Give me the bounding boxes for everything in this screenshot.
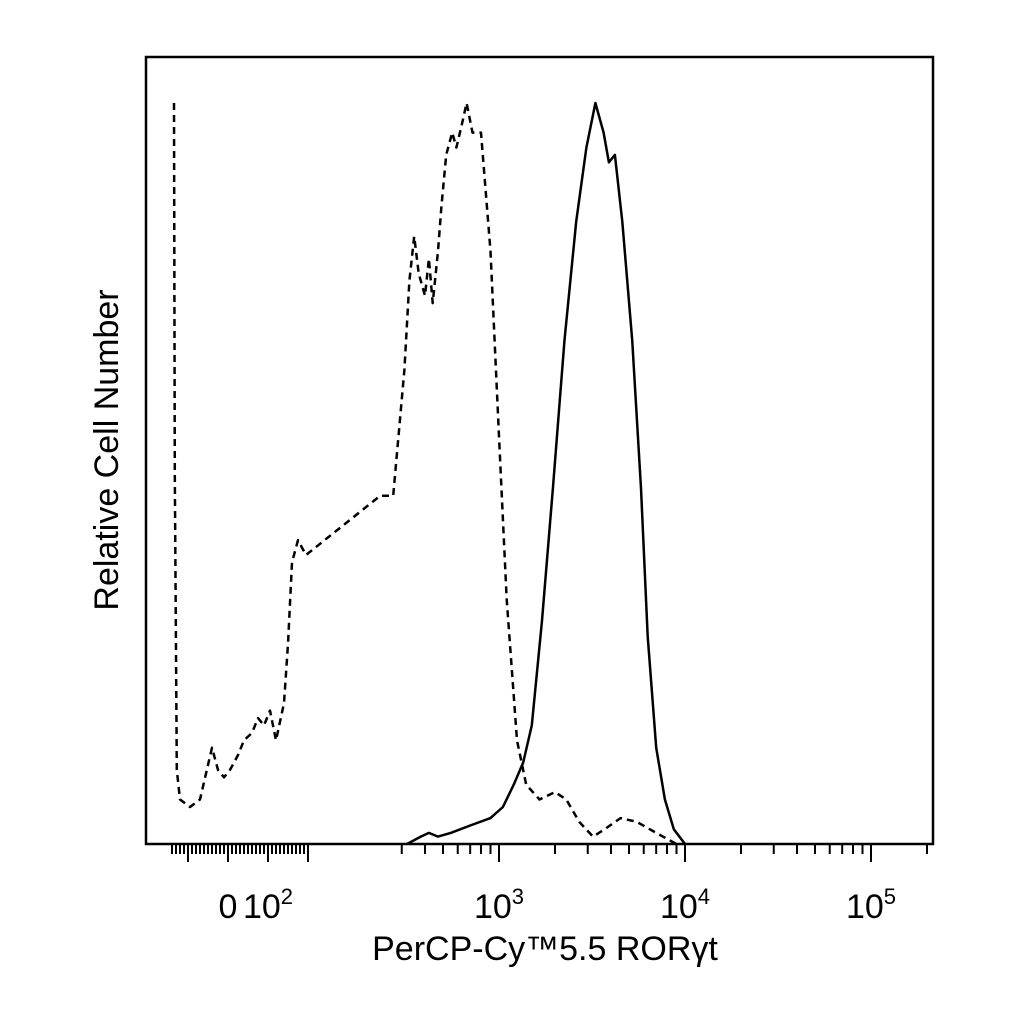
x-tick-label: 103 [474, 884, 524, 926]
plot-frame [144, 55, 935, 846]
series-line-dashed [172, 101, 678, 846]
x-tick-label: 0 [219, 888, 238, 926]
x-tick-label-exponent: 3 [512, 884, 524, 909]
x-axis-ticks [171, 844, 928, 862]
x-tick-label: 105 [846, 884, 896, 926]
x-tick-label-base: 10 [846, 888, 884, 926]
series-line-solid [406, 101, 686, 846]
x-tick-label-exponent: 2 [281, 884, 293, 909]
x-tick-label-exponent: 5 [884, 884, 896, 909]
series-group [172, 101, 686, 846]
x-axis-title: PerCP-Cy™5.5 RORγt [372, 930, 718, 968]
x-tick-label: 102 [243, 884, 293, 926]
x-tick-label-base: 10 [474, 888, 512, 926]
x-tick-label-base: 0 [219, 888, 238, 926]
x-tick-label-base: 10 [660, 888, 698, 926]
x-tick-labels: 0 102 103 104 105 [219, 884, 897, 926]
x-tick-label-base: 10 [243, 888, 281, 926]
y-axis-title: Relative Cell Number [88, 289, 126, 610]
x-tick-label: 104 [660, 884, 710, 926]
x-tick-label-exponent: 4 [698, 884, 710, 909]
